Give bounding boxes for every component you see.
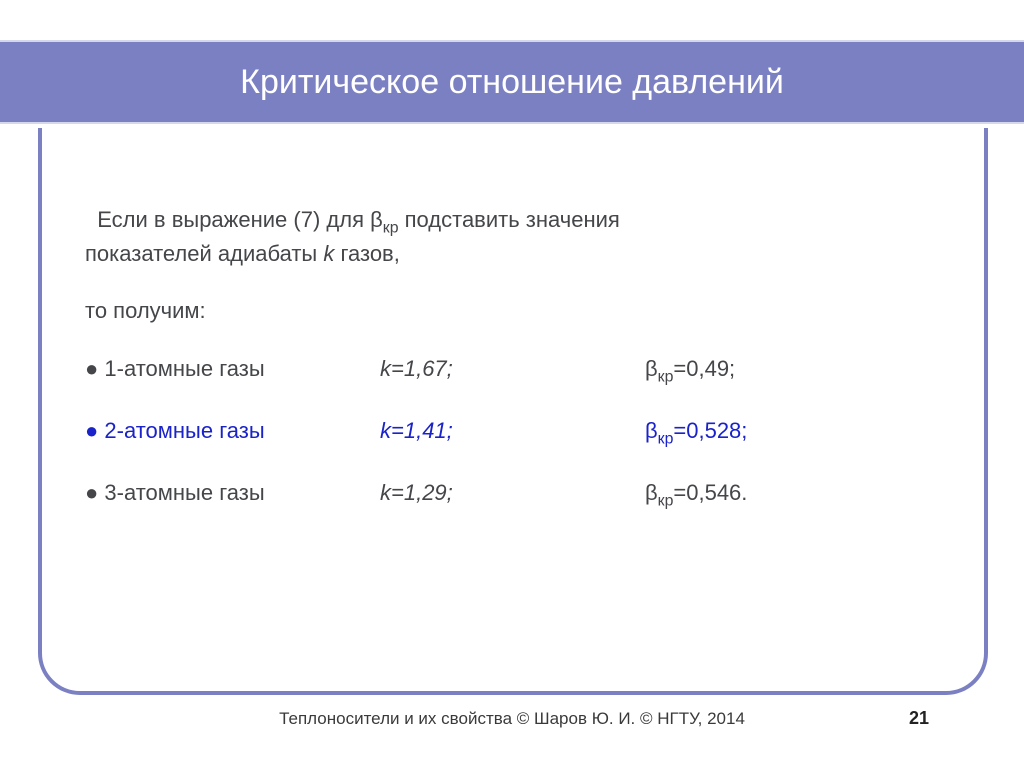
gas-beta: βкр=0,49; <box>645 354 735 388</box>
intro-k: k <box>323 241 334 266</box>
beta-sym: β <box>645 480 658 505</box>
intro-text: подставить значения <box>399 207 620 232</box>
gas-k: k=1,67; <box>380 354 645 384</box>
page-number: 21 <box>909 708 929 729</box>
beta-sub: кр <box>658 492 674 509</box>
table-row: ● 3-атомные газы k=1,29; βкр=0,546. <box>85 478 945 512</box>
beta-sub: кр <box>658 430 674 447</box>
table-row: ● 1-атомные газы k=1,67; βкр=0,49; <box>85 354 945 388</box>
intro-text: Если в выражение (7) для β <box>97 207 383 232</box>
gas-label: ● 3-атомные газы <box>85 478 380 508</box>
body-content: Если в выражение (7) для βкр подставить … <box>85 205 945 511</box>
intro-text: газов, <box>334 241 400 266</box>
beta-val: =0,49; <box>673 356 735 381</box>
gas-label: ● 1-атомные газы <box>85 354 380 384</box>
gas-beta: βкр=0,528; <box>645 416 747 450</box>
gas-k: k=1,41; <box>380 416 645 446</box>
page-title: Критическое отношение давлений <box>240 63 784 102</box>
footer-text: Теплоносители и их свойства © Шаров Ю. И… <box>0 709 1024 729</box>
gas-label: ● 2-атомные газы <box>85 416 380 446</box>
intro-text: показателей адиабаты <box>85 241 323 266</box>
gas-beta: βкр=0,546. <box>645 478 747 512</box>
gas-k: k=1,29; <box>380 478 645 508</box>
header-bar: Критическое отношение давлений <box>0 40 1024 124</box>
table-row: ● 2-атомные газы k=1,41; βкр=0,528; <box>85 416 945 450</box>
intro-sub: кр <box>383 219 399 236</box>
gas-rows: ● 1-атомные газы k=1,67; βкр=0,49; ● 2-а… <box>85 354 945 511</box>
beta-val: =0,546. <box>673 480 747 505</box>
beta-sym: β <box>645 356 658 381</box>
intro-then: то получим: <box>85 296 945 326</box>
beta-sub: кр <box>658 369 674 386</box>
beta-val: =0,528; <box>673 418 747 443</box>
intro-paragraph: Если в выражение (7) для βкр подставить … <box>85 205 945 268</box>
beta-sym: β <box>645 418 658 443</box>
